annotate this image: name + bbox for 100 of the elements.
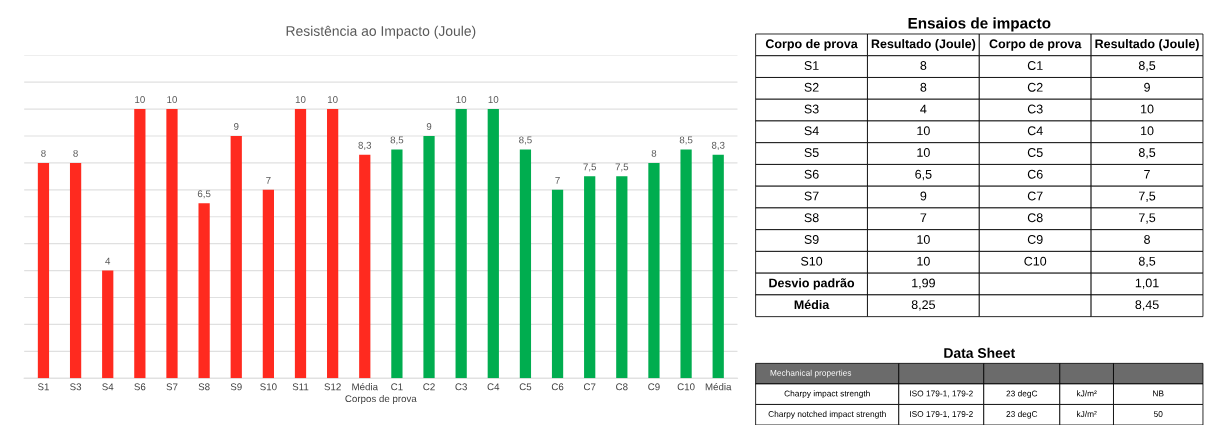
category-label: Resultado (Joule) bbox=[1095, 39, 1199, 51]
text: 23 degC bbox=[1006, 390, 1038, 399]
text: 8,25 bbox=[911, 300, 936, 311]
text: Charpy notched impact strength bbox=[768, 410, 886, 419]
text: C10 bbox=[1024, 256, 1047, 266]
data-label: 4 bbox=[105, 257, 111, 265]
data-label: 8,5 bbox=[519, 136, 532, 145]
data-label: 8,5 bbox=[679, 136, 693, 145]
x-tick-label: C5 bbox=[519, 383, 532, 391]
x-tick-label: C2 bbox=[423, 383, 435, 391]
data-label: 10 bbox=[456, 96, 467, 103]
data-label: 8,3 bbox=[711, 141, 725, 150]
text: 7,5 bbox=[1138, 191, 1156, 202]
bar bbox=[230, 136, 242, 379]
bar bbox=[102, 270, 114, 379]
x-axis-title: Corpos de prova bbox=[345, 394, 417, 405]
bar bbox=[166, 109, 178, 379]
bar bbox=[584, 176, 596, 379]
bar bbox=[262, 189, 274, 379]
data-label: 10 bbox=[488, 96, 499, 103]
text: 8,5 bbox=[1138, 148, 1156, 159]
data-label: 8 bbox=[41, 149, 46, 157]
text: C7 bbox=[1027, 191, 1043, 201]
text: 10 bbox=[1141, 104, 1154, 114]
x-tick-label: C1 bbox=[391, 383, 403, 391]
category-label: Corpo de prova bbox=[765, 39, 858, 51]
text: S4 bbox=[804, 126, 819, 136]
data-label: 8,3 bbox=[358, 141, 372, 150]
text: 1,01 bbox=[1135, 278, 1159, 289]
text: C4 bbox=[1027, 126, 1043, 136]
text: C1 bbox=[1027, 61, 1043, 70]
data-label: 10 bbox=[327, 96, 338, 103]
text: 10 bbox=[917, 148, 930, 157]
x-tick-label: S10 bbox=[260, 383, 277, 391]
x-tick-label: Média bbox=[705, 383, 732, 391]
data-label: 7 bbox=[555, 176, 560, 184]
x-tick-label: C3 bbox=[455, 383, 467, 391]
text: 9 bbox=[1144, 82, 1150, 92]
x-tick-label: S6 bbox=[134, 383, 146, 391]
text: 9 bbox=[920, 191, 927, 201]
text: 23 degC bbox=[1006, 410, 1038, 419]
text: 8,5 bbox=[1138, 61, 1156, 72]
x-tick-label: S3 bbox=[70, 383, 82, 391]
x-tick-label: S8 bbox=[198, 383, 210, 391]
text: S5 bbox=[804, 148, 819, 157]
x-tick-label: C8 bbox=[616, 383, 628, 391]
bar bbox=[294, 109, 307, 379]
data-label: 8 bbox=[651, 149, 657, 157]
text: 4 bbox=[920, 104, 927, 114]
text: 7,5 bbox=[1138, 213, 1156, 224]
category-label: Resultado (Joule) bbox=[871, 39, 976, 51]
category-label: Mechanical properties bbox=[770, 369, 852, 378]
x-tick-label: S11 bbox=[292, 383, 309, 391]
text: S9 bbox=[804, 235, 819, 244]
x-tick-label: S12 bbox=[324, 383, 341, 391]
text: ISO 179-1, 179-2 bbox=[910, 390, 973, 398]
text: 8 bbox=[1144, 235, 1150, 244]
x-tick-label: S1 bbox=[37, 383, 49, 391]
data-label: 7,5 bbox=[615, 163, 629, 172]
x-tick-label: Média bbox=[352, 383, 379, 391]
x-tick-label: C4 bbox=[487, 383, 500, 391]
text: Data Sheet bbox=[944, 347, 1016, 358]
data-label: 7,5 bbox=[583, 163, 597, 172]
text: Desvio padrão bbox=[769, 278, 855, 290]
bar bbox=[423, 136, 435, 379]
bar bbox=[519, 149, 532, 379]
x-tick-label: S7 bbox=[166, 383, 178, 391]
text: NB bbox=[1153, 390, 1164, 397]
bar bbox=[134, 109, 146, 379]
text: S6 bbox=[804, 169, 819, 179]
text: S1 bbox=[804, 61, 819, 70]
bar bbox=[69, 162, 82, 379]
data-label: 6,5 bbox=[197, 190, 211, 199]
text: S7 bbox=[804, 191, 819, 201]
text: 10 bbox=[917, 256, 930, 266]
text: C6 bbox=[1027, 169, 1043, 179]
bar bbox=[680, 149, 692, 379]
bar bbox=[616, 176, 628, 379]
text: kJ/m² bbox=[1077, 410, 1097, 417]
text: 10 bbox=[917, 235, 930, 244]
bar bbox=[359, 154, 371, 379]
text: 8,45 bbox=[1135, 300, 1159, 311]
bar bbox=[551, 189, 564, 379]
text: ISO 179-1, 179-2 bbox=[910, 411, 973, 418]
data-label: 10 bbox=[135, 96, 145, 103]
text: 6,5 bbox=[915, 169, 932, 181]
x-tick-label: S9 bbox=[230, 383, 242, 391]
bar bbox=[198, 203, 210, 379]
data-label: 9 bbox=[426, 123, 432, 130]
data-label: 8,5 bbox=[390, 136, 404, 145]
text: 10 bbox=[1141, 126, 1154, 136]
bar bbox=[391, 149, 403, 379]
data-label: 10 bbox=[295, 96, 306, 103]
bar bbox=[487, 109, 499, 379]
text: 50 bbox=[1153, 411, 1163, 417]
text: S10 bbox=[800, 256, 823, 266]
text: C3 bbox=[1027, 104, 1043, 114]
text: S3 bbox=[804, 104, 819, 114]
text: 8 bbox=[920, 61, 927, 70]
text: 7 bbox=[920, 213, 927, 223]
